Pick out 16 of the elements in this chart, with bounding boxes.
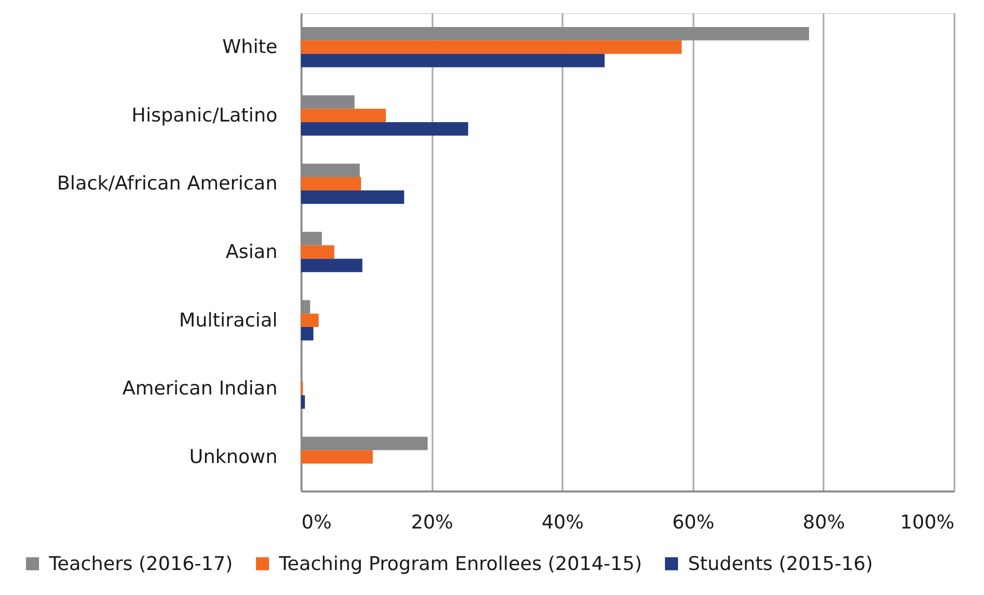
- x-tick-label: 40%: [542, 512, 584, 534]
- y-tick-label: Black/African American: [57, 172, 278, 195]
- y-tick-label: American Indian: [122, 378, 278, 400]
- y-tick-label: White: [222, 36, 278, 58]
- y-tick-label: Asian: [226, 241, 278, 263]
- y-tick-label: Unknown: [189, 446, 278, 468]
- x-tick-label: 60%: [672, 512, 714, 534]
- y-tick-label: Multiracial: [178, 309, 278, 332]
- legend-label: Students (2015-16): [688, 552, 873, 575]
- legend-label: Teaching Program Enrollees (2014-15): [278, 552, 642, 575]
- x-tick-label: 100%: [900, 512, 954, 534]
- x-tick-label: 20%: [410, 512, 454, 534]
- x-tick-label: 0%: [302, 512, 332, 534]
- legend-label: Teachers (2016-17): [48, 552, 233, 575]
- y-tick-label: Hispanic/Latino: [132, 104, 278, 126]
- x-tick-label: 80%: [802, 512, 846, 534]
